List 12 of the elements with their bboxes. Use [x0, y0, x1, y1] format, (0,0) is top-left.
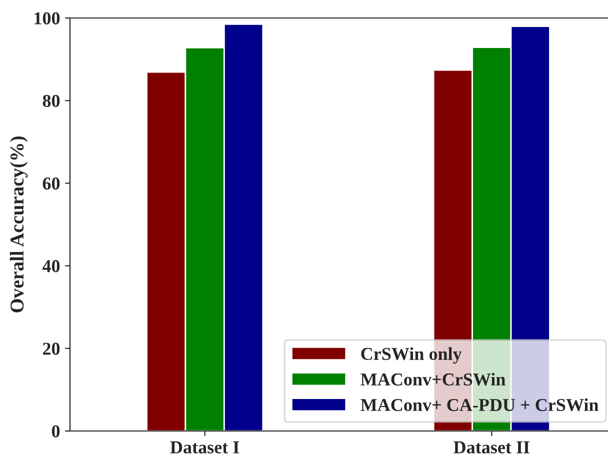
y-tick-label: 100	[34, 12, 60, 24]
y-tick-label: 20	[42, 342, 60, 355]
legend-label: MAConv+ CA-PDU + CrSWin	[360, 398, 598, 412]
y-tick-label: 80	[42, 94, 60, 108]
y-tick-label: 0	[52, 425, 60, 438]
x-tick-label: Dataset I	[170, 441, 240, 454]
y-tick-label: 60	[42, 177, 60, 190]
y-axis-title: Overall Accuracy(%)	[10, 136, 28, 312]
x-tick-label: Dataset II	[454, 441, 530, 454]
legend-label: MAConv+CrSWin	[360, 372, 506, 386]
legend-label: CrSWin only	[361, 347, 462, 364]
y-tick-label: 40	[42, 260, 60, 272]
